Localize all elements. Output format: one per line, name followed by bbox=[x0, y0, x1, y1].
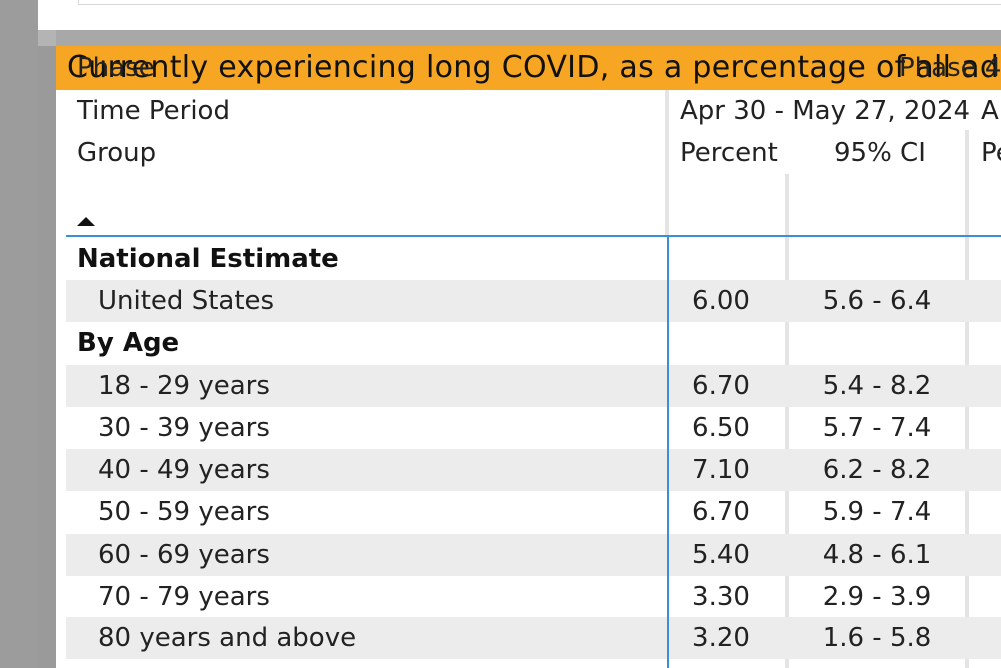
row-label: 50 - 59 years bbox=[98, 497, 270, 527]
row-header-time-period[interactable]: Time Period bbox=[77, 96, 230, 126]
ci-cell: 5.9 - 7.4 bbox=[822, 497, 932, 527]
column-header-phase-value[interactable]: Phase 4. bbox=[899, 53, 1001, 83]
percent-cell: 5.40 bbox=[692, 540, 750, 570]
visual-title: Currently experiencing long COVID, as a … bbox=[67, 50, 1000, 85]
table-row[interactable]: 60 - 69 years 5.40 4.8 - 6.1 bbox=[66, 534, 1001, 576]
percent-cell: 6.50 bbox=[692, 413, 750, 443]
column-header-percent[interactable]: Percent bbox=[680, 138, 778, 168]
table-row[interactable]: 50 - 59 years 6.70 5.9 - 7.4 bbox=[66, 491, 1001, 533]
row-label: 60 - 69 years bbox=[98, 540, 270, 570]
row-header-group[interactable]: Group bbox=[77, 138, 157, 168]
column-header-period-1[interactable]: Apr 30 - May 27, 2024 bbox=[680, 96, 971, 126]
visual-title-bar: Currently experiencing long COVID, as a … bbox=[56, 46, 1001, 90]
percent-cell: 3.30 bbox=[692, 582, 750, 612]
column-header-ci[interactable]: 95% CI bbox=[834, 138, 926, 168]
table-row[interactable]: 30 - 39 years 6.50 5.7 - 7.4 bbox=[66, 407, 1001, 449]
percent-cell: 6.70 bbox=[692, 371, 750, 401]
column-divider-ci bbox=[785, 174, 789, 668]
table-row[interactable]: National Estimate bbox=[66, 238, 1001, 280]
row-label: By Age bbox=[77, 328, 180, 358]
row-label: National Estimate bbox=[77, 244, 339, 274]
row-label: 40 - 49 years bbox=[98, 455, 270, 485]
ci-cell: 2.9 - 3.9 bbox=[822, 582, 932, 612]
percent-cell: 7.10 bbox=[692, 455, 750, 485]
ci-cell: 4.8 - 6.1 bbox=[822, 540, 932, 570]
column-header-period-2[interactable]: A bbox=[981, 96, 999, 126]
row-label: 80 years and above bbox=[98, 623, 357, 653]
visual-separator-inner bbox=[56, 30, 1001, 46]
previous-visual-area bbox=[38, 0, 1001, 30]
row-label: 18 - 29 years bbox=[98, 371, 270, 401]
visual-separator bbox=[38, 30, 1001, 46]
row-label: 30 - 39 years bbox=[98, 413, 270, 443]
long-covid-matrix-visual[interactable]: Currently experiencing long COVID, as a … bbox=[56, 46, 1001, 668]
percent-cell: 6.00 bbox=[692, 286, 750, 316]
canvas-gutter bbox=[0, 0, 38, 668]
table-row[interactable]: 70 - 79 years 3.30 2.9 - 3.9 bbox=[66, 576, 1001, 618]
table-row[interactable]: 18 - 29 years 6.70 5.4 - 8.2 bbox=[66, 365, 1001, 407]
ci-cell: 5.7 - 7.4 bbox=[822, 413, 932, 443]
percent-cell: 6.70 bbox=[692, 497, 750, 527]
header-separator-line bbox=[66, 235, 1001, 237]
table-row[interactable]: 40 - 49 years 7.10 6.2 - 8.2 bbox=[66, 449, 1001, 491]
ci-cell: 5.4 - 8.2 bbox=[822, 371, 932, 401]
sort-ascending-icon[interactable] bbox=[77, 217, 95, 226]
ci-cell: 5.6 - 6.4 bbox=[822, 286, 932, 316]
ci-cell: 1.6 - 5.8 bbox=[822, 623, 932, 653]
percent-cell: 3.20 bbox=[692, 623, 750, 653]
column-header-percent-2[interactable]: Pe bbox=[981, 138, 1001, 168]
row-header-separator-line bbox=[667, 236, 669, 668]
previous-visual-frame bbox=[78, 0, 1001, 5]
row-label: 70 - 79 years bbox=[98, 582, 270, 612]
row-header-phase[interactable]: Phase bbox=[77, 53, 155, 83]
table-row[interactable]: 80 years and above 3.20 1.6 - 5.8 bbox=[66, 617, 1001, 659]
row-label: United States bbox=[98, 286, 275, 316]
table-row[interactable]: By Age bbox=[66, 322, 1001, 364]
ci-cell: 6.2 - 8.2 bbox=[822, 455, 932, 485]
table-row[interactable]: United States 6.00 5.6 - 6.4 bbox=[66, 280, 1001, 322]
header-divider-1 bbox=[665, 90, 669, 236]
matrix-table[interactable]: Phase Time Period Group Phase 4. Apr 30 … bbox=[56, 53, 1001, 668]
